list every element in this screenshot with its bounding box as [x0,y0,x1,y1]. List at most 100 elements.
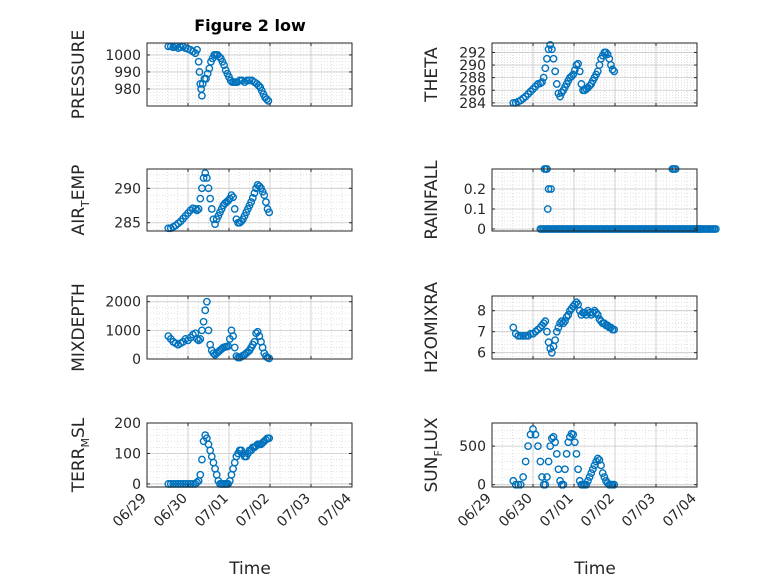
y-tick-label: 1000 [105,323,141,339]
data-point [574,465,582,474]
y-tick-label: 6 [477,346,486,362]
data-point [245,76,254,85]
data-point [572,298,581,307]
data-point [202,74,210,83]
data-point [519,473,528,481]
data-point [570,66,579,74]
data-point [582,480,591,489]
axes-box [491,422,698,488]
y-tick-label: 284 [459,96,486,112]
data-point [541,64,550,73]
data-point [220,61,228,70]
data-point [538,225,546,233]
data-points [509,40,619,107]
data-point [509,323,518,332]
data-point [593,454,602,463]
data-point [260,191,269,200]
data-point [264,96,273,105]
y-tick-label: 7 [477,325,486,341]
data-point [584,476,592,485]
y-tick-label: 0.1 [464,202,486,218]
data-point [253,327,262,336]
data-point [543,473,551,481]
data-point [194,57,203,66]
y-tick-label: 500 [459,439,486,455]
data-point [551,438,560,447]
data-point [514,331,523,340]
data-point [205,64,214,73]
data-point [519,331,528,340]
data-point [562,313,571,321]
data-point [546,40,555,49]
panel-rainfall: 0 0.1 0.2 RAINFALL [422,160,720,240]
data-point [230,343,239,352]
data-point [557,317,566,326]
y-axis-label: RAINFALL [422,160,442,240]
data-point [607,61,615,69]
data-point [265,354,274,363]
data-point [552,449,561,458]
data-point [198,455,206,464]
y-axis-label: TERRMSL [69,417,92,493]
y-tick-label: 8 [477,304,486,320]
data-point [193,45,201,54]
data-point [209,349,218,358]
data-point [511,480,520,489]
data-point [549,54,558,63]
data-point [546,442,555,451]
data-point [265,208,274,217]
panel-air-temp: 285 290 AIRTEMP [69,165,353,236]
data-point [524,442,532,451]
y-tick-label: 290 [114,181,141,197]
y-tick-label: 285 [114,216,141,232]
data-point [539,73,548,82]
data-point [544,45,553,54]
x-axis-label-right: Time [573,559,616,579]
data-point [193,478,201,487]
data-point [547,45,556,54]
data-point [250,189,259,198]
data-point [247,198,256,206]
axes-box [491,295,698,360]
data-point [543,327,551,336]
data-point [201,169,210,178]
data-point [561,465,569,474]
y-axis-label: AIRTEMP [69,165,92,236]
figure-title: Figure 2 low [194,16,306,35]
data-point [538,473,546,481]
data-point [572,449,581,458]
data-point [544,185,553,193]
data-point [551,336,560,344]
data-point [194,336,203,345]
data-point [194,205,203,213]
data-point [544,457,553,466]
data-point [196,470,205,479]
y-tick-label: 0 [477,478,486,494]
y-tick-label: 0 [132,352,141,368]
data-point [575,67,584,76]
data-point [587,469,596,478]
data-point [556,92,564,101]
data-point [265,434,274,443]
axes-box [491,42,698,107]
data-point [204,326,213,335]
data-point [261,198,270,206]
panel-h2omixra: 6 7 8 H2OMIXRA [422,282,698,373]
y-tick-label: 288 [459,71,486,87]
data-point [610,67,619,76]
y-tick-label: 290 [459,58,486,74]
y-tick-label: 0 [477,222,486,238]
data-point [193,206,201,215]
data-point [227,191,236,200]
y-tick-label: 990 [114,65,141,81]
data-point [592,308,601,317]
data-point [204,184,213,193]
data-point [711,225,720,233]
data-point [196,194,205,203]
data-point [206,194,215,203]
data-point [559,319,568,328]
data-point [193,335,201,343]
data-point [255,182,264,191]
